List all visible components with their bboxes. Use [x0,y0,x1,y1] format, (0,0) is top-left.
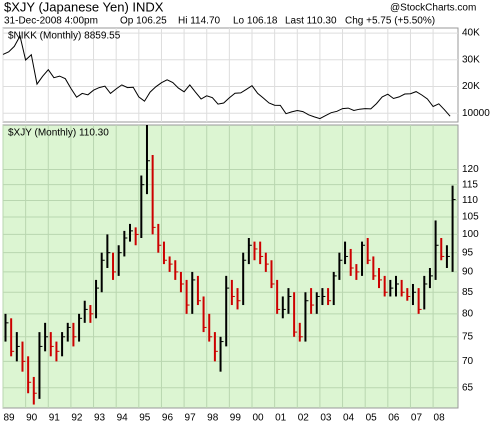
source: @StockCharts.com [390,3,476,14]
x-tick-label: 94 [117,413,129,423]
y-tick-label: 75 [462,331,474,342]
y-tick-label: 40K [462,28,480,39]
x-tick-label: 89 [3,413,15,423]
open: Op 106.25 [120,16,167,27]
title: $XJY (Japanese Yen) INDX [4,0,164,14]
y-tick-label: 90 [462,267,474,278]
y-tick-label: 80 [462,308,474,319]
legend: $NIKK (Monthly) 8859.55 [8,31,121,42]
date: 31-Dec-2008 4:00pm [4,16,98,27]
x-tick-label: 93 [94,413,106,423]
change: Chg +5.75 (+5.50%) [345,16,435,27]
y-tick-label: 110 [462,195,478,206]
x-tick-label: 99 [230,413,242,423]
high: Hi 114.70 [178,16,221,27]
y-tick-label: 95 [462,247,474,258]
x-tick-label: 08 [434,413,446,423]
y-tick-label: 20K [462,81,480,92]
y-tick-label: 10000 [462,108,490,119]
last: Last 110.30 [285,16,337,27]
y-tick-label: 70 [462,356,474,367]
x-tick-label: 01 [275,413,287,423]
top-panel [2,27,459,123]
y-tick-label: 115 [462,179,478,190]
x-tick-label: 00 [252,413,264,423]
low: Lo 106.18 [233,16,278,27]
x-tick-label: 91 [49,413,61,423]
x-tick-label: 04 [343,413,355,423]
bottom-panel [2,124,459,409]
x-tick-label: 06 [388,413,400,423]
x-tick-label: 90 [26,413,38,423]
legend: $XJY (Monthly) 110.30 [8,128,109,139]
y-tick-label: 105 [462,212,479,223]
y-tick-label: 65 [462,382,474,393]
x-tick-label: 92 [71,413,83,423]
y-tick-label: 30K [462,54,480,65]
x-tick-label: 98 [207,413,219,423]
x-tick-label: 03 [320,413,332,423]
x-tick-label: 97 [185,413,197,423]
y-tick-label: 120 [462,164,479,175]
y-tick-label: 100 [462,229,479,240]
line [2,34,451,120]
x-tick-label: 96 [162,413,174,423]
x-tick-label: 95 [139,413,151,423]
x-tick-label: 07 [411,413,423,423]
x-tick-label: 05 [366,413,378,423]
y-tick-label: 85 [462,287,474,298]
x-tick-label: 02 [298,413,310,423]
